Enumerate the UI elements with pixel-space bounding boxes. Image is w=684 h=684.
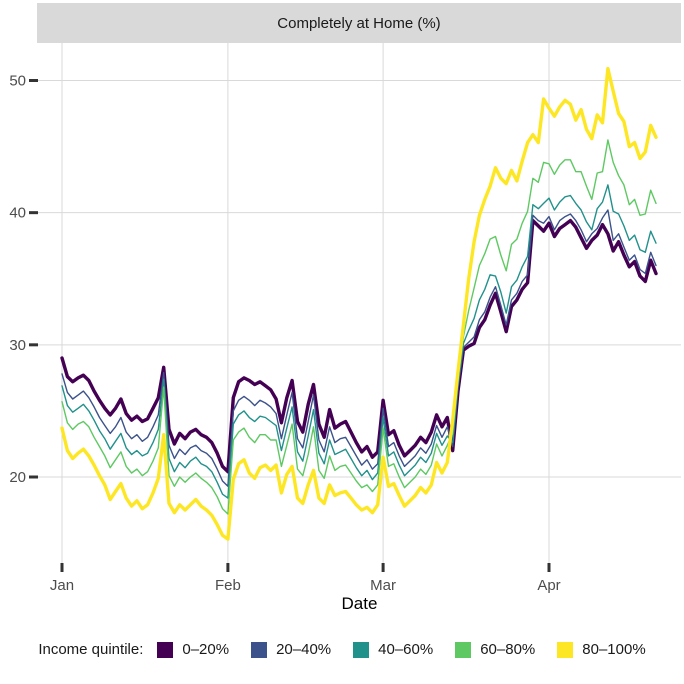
legend-label: 0–20%: [182, 641, 230, 658]
legend-label: 20–40%: [276, 641, 332, 658]
series-line-80-100-: [60, 66, 658, 541]
legend-item-0-20-: 0–20%: [157, 641, 229, 658]
series-line-40-60-: [61, 184, 657, 499]
legend-key-swatch: [455, 641, 472, 658]
x-axis-title: Date: [341, 594, 378, 613]
x-tick-label: Jan: [50, 577, 74, 594]
line-chart-canvas: 20 30 40 50 Jan Feb Mar Apr: [9, 43, 681, 594]
y-tick-label: 40: [9, 205, 26, 222]
legend-item-60-80-: 60–80%: [455, 641, 535, 658]
legend-key-swatch: [353, 641, 370, 658]
legend-label: 60–80%: [480, 641, 536, 658]
legend-key-swatch: [157, 641, 174, 658]
legend-key-swatch: [557, 641, 574, 658]
legend-items: 0–20% 20–40% 40–60% 60–80% 80–100%: [157, 641, 646, 658]
series-line-0-20-: [60, 218, 658, 474]
legend-item-40-60-: 40–60%: [353, 641, 433, 658]
chart-title: Completely at Home (%): [277, 14, 441, 32]
series-line-60-80-: [61, 139, 657, 515]
legend-item-20-40-: 20–40%: [251, 641, 331, 658]
legend-key-swatch: [251, 641, 268, 658]
facet-strip: Completely at Home (%): [37, 3, 681, 43]
legend-title: Income quintile:: [38, 641, 144, 658]
legend-label: 40–60%: [378, 641, 434, 658]
x-tick-label: Mar: [370, 577, 396, 594]
x-tick-label: Apr: [537, 577, 560, 594]
legend: Income quintile: 0–20% 20–40% 40–60% 60–80%…: [0, 641, 684, 658]
y-tick-label: 50: [9, 72, 26, 89]
legend-item-80-100-: 80–100%: [557, 641, 646, 658]
y-tick-label: 20: [9, 469, 26, 486]
series-line-20-40-: [61, 209, 657, 487]
y-tick-label: 30: [9, 337, 26, 354]
x-tick-label: Feb: [215, 577, 241, 594]
legend-label: 80–100%: [582, 641, 646, 658]
